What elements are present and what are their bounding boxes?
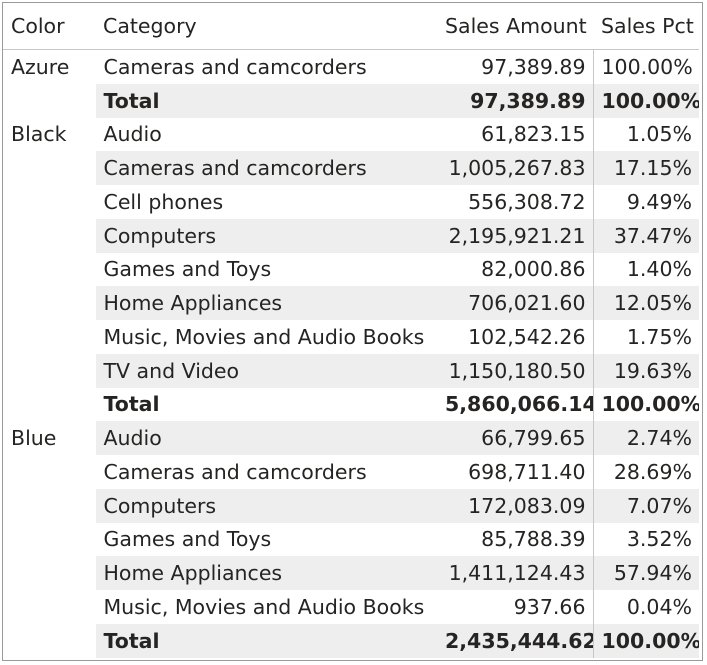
row-color: Black: [3, 117, 95, 152]
column-header-sales-pct[interactable]: Sales Pct: [593, 3, 699, 50]
row-sales-amount: 102,542.26: [437, 320, 594, 354]
row-sales-pct: 100.00%: [593, 83, 699, 118]
row-sales-amount: 937.66: [437, 590, 594, 624]
table-row: Computers 172,083.09 7.07%: [3, 488, 699, 523]
table-row: Games and Toys 82,000.86 1.40%: [3, 252, 699, 287]
row-sales-pct: 3.52%: [626, 527, 692, 552]
row-sales-pct: 2.74%: [593, 421, 699, 455]
row-color: [3, 590, 95, 624]
row-color: [3, 387, 95, 422]
row-sales-pct: 1.40%: [626, 257, 692, 282]
row-category: TV and Video: [94, 353, 437, 388]
row-category: Cell phones: [94, 185, 437, 219]
row-category: Games and Toys: [94, 252, 437, 287]
row-category: Cameras and camcorders: [94, 151, 437, 185]
row-sales-amount: 556,308.72: [437, 185, 594, 219]
row-sales-pct: 100.00%: [601, 54, 693, 79]
column-header-sales-amount[interactable]: Sales Amount: [437, 3, 593, 50]
row-sales-amount: 2,195,921.21: [437, 218, 594, 253]
row-sales-pct: 28.69%: [613, 459, 692, 484]
row-sales-amount: 698,711.40: [437, 455, 594, 489]
row-color: [3, 488, 95, 523]
table-row: Computers 2,195,921.21 37.47%: [3, 218, 699, 253]
row-color: [3, 455, 95, 489]
row-color: [3, 286, 95, 320]
row-color: [3, 623, 95, 658]
header-row: Color Category Sales Amount Sales Pct: [3, 3, 699, 50]
row-category: Home Appliances: [94, 286, 437, 320]
row-sales-amount: 85,788.39: [437, 522, 594, 557]
row-sales-pct: 100.00%: [593, 623, 699, 658]
row-category: Music, Movies and Audio Books: [94, 320, 437, 354]
row-sales-pct: 19.63%: [593, 353, 699, 388]
row-color: [3, 556, 95, 590]
row-sales-amount: 97,389.89: [437, 49, 594, 84]
table-row: Home Appliances 1,411,124.43 57.94%: [3, 556, 699, 590]
total-row: Total 5,860,066.14 100.00%: [3, 387, 700, 422]
row-color: [3, 522, 95, 557]
row-category: Computers: [94, 488, 437, 523]
row-category: Music, Movies and Audio Books: [94, 590, 437, 624]
row-category: Computers: [94, 218, 437, 253]
table-row: Azure Cameras and camcorders 97,389.89 1…: [3, 49, 699, 84]
row-category: Total: [94, 623, 437, 658]
row-sales-amount: 82,000.86: [437, 252, 594, 287]
row-category: Home Appliances: [94, 556, 437, 590]
row-color: [3, 83, 95, 118]
total-row: Total 97,389.89 100.00%: [3, 83, 699, 118]
table-row: Cameras and camcorders 1,005,267.83 17.1…: [3, 151, 699, 185]
row-category: Audio: [94, 421, 437, 455]
row-color: [3, 218, 95, 253]
row-color: [3, 252, 95, 287]
row-sales-pct: 1.75%: [626, 324, 692, 349]
row-color: Azure: [3, 49, 95, 84]
row-sales-amount: 1,411,124.43: [437, 556, 594, 590]
row-category: Total: [94, 83, 437, 118]
row-sales-pct: 1.05%: [626, 122, 692, 147]
row-category: Cameras and camcorders: [94, 49, 437, 84]
row-color: Blue: [3, 421, 95, 455]
total-row: Total 2,435,444.62 100.00%: [3, 623, 699, 658]
row-sales-amount: 2,435,444.62: [437, 623, 594, 658]
row-sales-pct: 37.47%: [593, 218, 699, 253]
table-row: Home Appliances 706,021.60 12.05%: [3, 286, 699, 320]
table-row: Music, Movies and Audio Books 937.66 0.0…: [3, 590, 699, 624]
table-row: Cameras and camcorders 698,711.40 28.69%: [3, 455, 699, 489]
row-category: Cameras and camcorders: [94, 455, 437, 489]
row-sales-pct: 7.07%: [593, 488, 699, 523]
row-sales-amount: 5,860,066.14: [437, 387, 594, 422]
row-category: Total: [94, 387, 437, 422]
column-header-color[interactable]: Color: [3, 3, 95, 50]
sales-table: Color Category Sales Amount Sales Pct Az…: [3, 3, 699, 658]
row-sales-pct: 9.49%: [626, 189, 692, 214]
row-sales-pct: 17.15%: [593, 151, 699, 185]
table-row: Black Audio 61,823.15 1.05%: [3, 117, 699, 152]
table-row: TV and Video 1,150,180.50 19.63%: [3, 353, 699, 388]
row-color: [3, 353, 95, 388]
row-color: [3, 151, 95, 185]
table-row: Music, Movies and Audio Books 102,542.26…: [3, 320, 699, 354]
table-row: Games and Toys 85,788.39 3.52%: [3, 522, 699, 557]
table-row: Cell phones 556,308.72 9.49%: [3, 185, 699, 219]
row-sales-amount: 706,021.60: [437, 286, 594, 320]
row-color: [3, 320, 95, 354]
row-sales-amount: 1,005,267.83: [437, 151, 594, 185]
row-sales-amount: 66,799.65: [437, 421, 594, 455]
row-category: Audio: [94, 117, 437, 152]
row-sales-amount: 61,823.15: [437, 117, 594, 152]
column-header-category[interactable]: Category: [95, 3, 437, 50]
row-sales-pct: 12.05%: [593, 286, 699, 320]
row-category: Games and Toys: [94, 522, 437, 557]
row-sales-pct: 100.00%: [601, 392, 700, 417]
row-sales-amount: 1,150,180.50: [437, 353, 594, 388]
row-sales-amount: 97,389.89: [437, 83, 594, 118]
row-sales-pct: 0.04%: [626, 594, 692, 619]
row-sales-amount: 172,083.09: [437, 488, 594, 523]
row-color: [3, 185, 95, 219]
table-row: Blue Audio 66,799.65 2.74%: [3, 421, 699, 455]
row-sales-pct: 57.94%: [593, 556, 699, 590]
